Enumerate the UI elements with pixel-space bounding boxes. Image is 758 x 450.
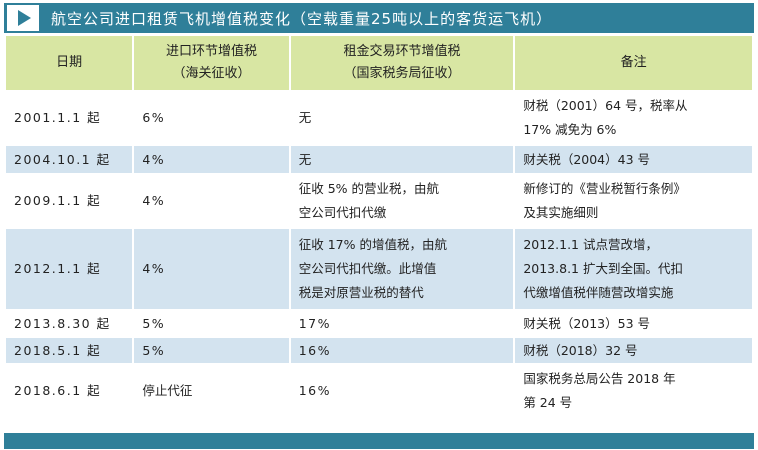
lease-vat-cell: 无 bbox=[290, 146, 514, 173]
header-lease-vat: 租金交易环节增值税 （国家税务局征收） bbox=[290, 36, 514, 90]
import-vat-cell: 4% bbox=[134, 175, 289, 227]
date-cell: 2004.10.1 起 bbox=[6, 146, 133, 173]
lease-vat-cell: 征收 17% 的增值税，由航 空公司代扣代缴。此增值 税是对原营业税的替代 bbox=[290, 229, 514, 309]
import-vat-cell: 4% bbox=[134, 229, 289, 309]
vat-table: 日期 进口环节增值税 （海关征收） 租金交易环节增值税 （国家税务局征收） 备注… bbox=[4, 34, 754, 419]
bottom-bar bbox=[4, 433, 754, 449]
date-cell: 2001.1.1 起 bbox=[6, 92, 133, 144]
table-row: 2009.1.1 起 4% 征收 5% 的营业税，由航 空公司代扣代缴 新修订的… bbox=[6, 175, 752, 227]
notes-cell: 财税（2018）32 号 bbox=[515, 338, 752, 363]
header-notes: 备注 bbox=[515, 36, 752, 90]
lease-vat-cell: 无 bbox=[290, 92, 514, 144]
table-row: 2018.5.1 起 5% 16% 财税（2018）32 号 bbox=[6, 338, 752, 363]
table-row: 2018.6.1 起 停止代征 16% 国家税务总局公告 2018 年 第 24… bbox=[6, 365, 752, 417]
lease-vat-cell: 16% bbox=[290, 338, 514, 363]
notes-cell: 国家税务总局公告 2018 年 第 24 号 bbox=[515, 365, 752, 417]
import-vat-cell: 5% bbox=[134, 338, 289, 363]
notes-cell: 财关税（2004）43 号 bbox=[515, 146, 752, 173]
title-bar: 航空公司进口租赁飞机增值税变化（空载重量25吨以上的客货运飞机） bbox=[4, 3, 754, 33]
table-row: 2013.8.30 起 5% 17% 财关税（2013）53 号 bbox=[6, 311, 752, 336]
header-import-vat: 进口环节增值税 （海关征收） bbox=[134, 36, 289, 90]
table-row: 2012.1.1 起 4% 征收 17% 的增值税，由航 空公司代扣代缴。此增值… bbox=[6, 229, 752, 309]
notes-cell: 2012.1.1 试点营改增， 2013.8.1 扩大到全国。代扣 代缴增值税伴… bbox=[515, 229, 752, 309]
date-cell: 2018.5.1 起 bbox=[6, 338, 133, 363]
notes-cell: 财税（2001）64 号，税率从 17% 减免为 6% bbox=[515, 92, 752, 144]
import-vat-cell: 4% bbox=[134, 146, 289, 173]
play-icon bbox=[7, 5, 39, 31]
date-cell: 2013.8.30 起 bbox=[6, 311, 133, 336]
import-vat-cell: 5% bbox=[134, 311, 289, 336]
figure-title: 航空公司进口租赁飞机增值税变化（空载重量25吨以上的客货运飞机） bbox=[51, 9, 553, 28]
date-cell: 2012.1.1 起 bbox=[6, 229, 133, 309]
date-cell: 2009.1.1 起 bbox=[6, 175, 133, 227]
table-row: 2001.1.1 起 6% 无 财税（2001）64 号，税率从 17% 减免为… bbox=[6, 92, 752, 144]
table-row: 2004.10.1 起 4% 无 财关税（2004）43 号 bbox=[6, 146, 752, 173]
date-cell: 2018.6.1 起 bbox=[6, 365, 133, 417]
import-vat-cell: 6% bbox=[134, 92, 289, 144]
lease-vat-cell: 征收 5% 的营业税，由航 空公司代扣代缴 bbox=[290, 175, 514, 227]
header-date: 日期 bbox=[6, 36, 133, 90]
import-vat-cell: 停止代征 bbox=[134, 365, 289, 417]
notes-cell: 新修订的《营业税暂行条例》 及其实施细则 bbox=[515, 175, 752, 227]
header-row: 日期 进口环节增值税 （海关征收） 租金交易环节增值税 （国家税务局征收） 备注 bbox=[6, 36, 752, 90]
lease-vat-cell: 17% bbox=[290, 311, 514, 336]
lease-vat-cell: 16% bbox=[290, 365, 514, 417]
notes-cell: 财关税（2013）53 号 bbox=[515, 311, 752, 336]
